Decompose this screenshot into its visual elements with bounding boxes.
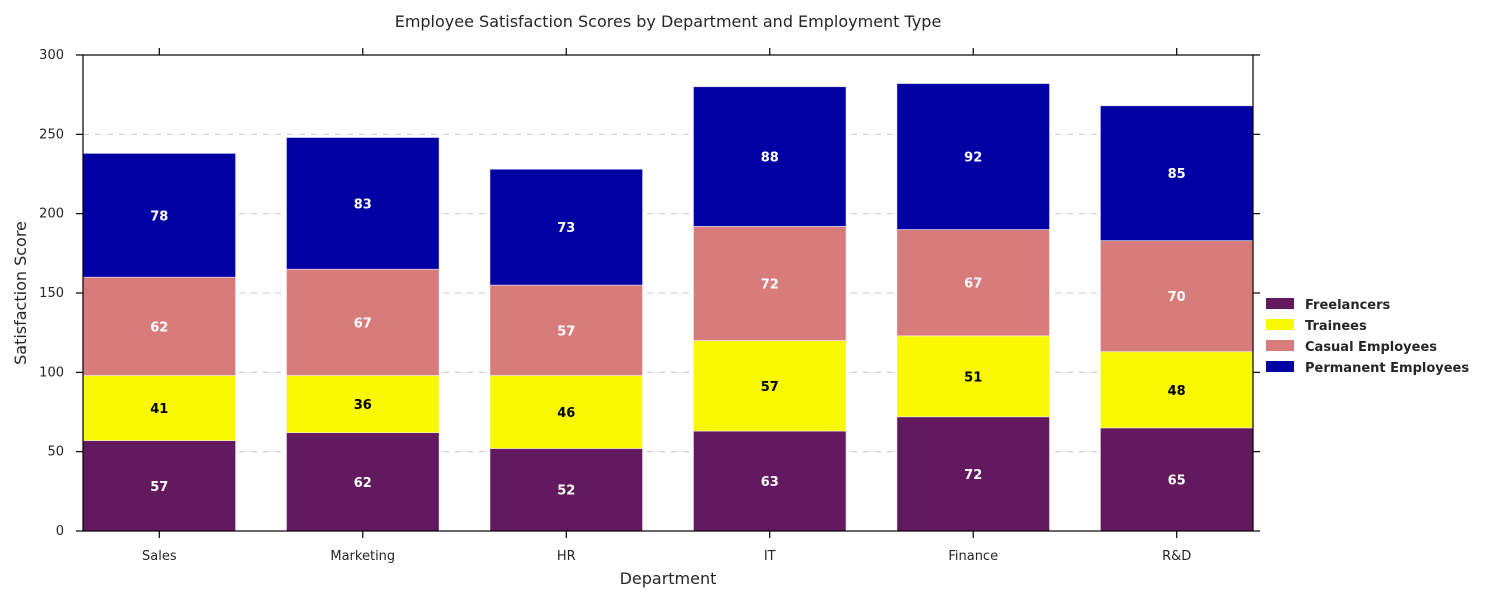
bar-segment-trainees — [896, 335, 1050, 418]
bar-segment-casual-employees — [693, 225, 847, 341]
bar-segment-trainees — [489, 375, 643, 449]
data-label: 63 — [761, 475, 779, 490]
legend-label: Freelancers — [1305, 298, 1391, 313]
data-label: 72 — [761, 277, 779, 292]
bar-segment-trainees — [693, 340, 847, 432]
legend-label: Trainees — [1305, 319, 1367, 334]
data-label: 36 — [354, 398, 372, 413]
bar-segment-freelancers — [1099, 427, 1254, 532]
bar-segment-permanent-employees — [82, 152, 237, 278]
x-axis-title: Department — [620, 569, 717, 588]
y-axis-title: Satisfaction Score — [11, 221, 30, 365]
data-label: 85 — [1168, 167, 1186, 182]
bar-segment-trainees — [82, 375, 237, 441]
y-tick-label: 100 — [39, 365, 64, 380]
data-label: 72 — [964, 468, 982, 483]
legend-swatch — [1266, 340, 1294, 351]
legend-label: Permanent Employees — [1305, 361, 1469, 376]
bar-segment-trainees — [1099, 351, 1254, 429]
y-tick-label: 250 — [39, 127, 64, 142]
bar-segment-permanent-employees — [286, 137, 440, 270]
bar-segment-permanent-employees — [693, 86, 847, 227]
axes: 0 50 100 150 200 250 300 Sales Marketing HR IT Fina… — [39, 48, 1260, 564]
data-label: 83 — [354, 197, 372, 212]
bar-segment-casual-employees — [286, 268, 440, 376]
chart-title: Employee Satisfaction Scores by Departme… — [395, 12, 942, 31]
data-label: 67 — [354, 316, 372, 331]
legend: Freelancers Trainees Casual Employees Perma… — [1266, 298, 1469, 376]
y-tick-label: 200 — [39, 207, 64, 222]
data-label: 57 — [150, 480, 168, 495]
data-label: 92 — [964, 151, 982, 166]
data-label: 67 — [964, 277, 982, 292]
plot-frame — [82, 54, 1254, 532]
grid-lines — [83, 133, 1253, 453]
legend-swatch — [1266, 361, 1294, 372]
bar-segment-permanent-employees — [489, 168, 643, 286]
data-label: 51 — [964, 370, 982, 385]
y-tick-label: 0 — [56, 524, 64, 539]
bar-segment-casual-employees — [896, 229, 1050, 337]
y-tick-label: 50 — [47, 445, 64, 460]
data-label: 73 — [557, 221, 575, 236]
x-tick-label: HR — [557, 549, 576, 564]
bar-segment-freelancers — [82, 440, 237, 532]
bar-segment-freelancers — [489, 448, 643, 532]
data-label: 65 — [1168, 473, 1186, 488]
data-label: 46 — [557, 406, 575, 421]
legend-swatch — [1266, 319, 1294, 330]
data-label: 78 — [150, 209, 168, 224]
data-label: 57 — [557, 324, 575, 339]
y-tick-label: 300 — [39, 48, 64, 63]
data-label: 57 — [761, 380, 779, 395]
bars: 57 41 62 78 62 36 67 83 52 46 57 73 63 57 72 88 72 51 67 92… — [82, 83, 1254, 532]
legend-swatch — [1266, 298, 1294, 309]
x-tick-label: IT — [764, 549, 776, 564]
bar-segment-permanent-employees — [896, 83, 1050, 230]
x-tick-label: Marketing — [330, 549, 395, 564]
data-label: 62 — [150, 320, 168, 335]
y-tick-label: 150 — [39, 286, 64, 301]
x-tick-label: Finance — [948, 549, 998, 564]
x-tick-label: Sales — [142, 549, 177, 564]
data-label: 52 — [557, 484, 575, 499]
bar-segment-freelancers — [896, 416, 1050, 532]
data-label: 70 — [1168, 290, 1186, 305]
x-tick-label: R&D — [1162, 549, 1191, 564]
bar-segment-casual-employees — [1099, 240, 1254, 353]
bar-segment-permanent-employees — [1099, 105, 1254, 242]
legend-label: Casual Employees — [1305, 340, 1437, 355]
data-label: 62 — [354, 476, 372, 491]
data-label: 48 — [1168, 384, 1186, 399]
bar-segment-freelancers — [693, 430, 847, 532]
data-label: 41 — [150, 402, 168, 417]
data-label: 88 — [761, 151, 779, 166]
bar-segment-casual-employees — [82, 276, 237, 376]
